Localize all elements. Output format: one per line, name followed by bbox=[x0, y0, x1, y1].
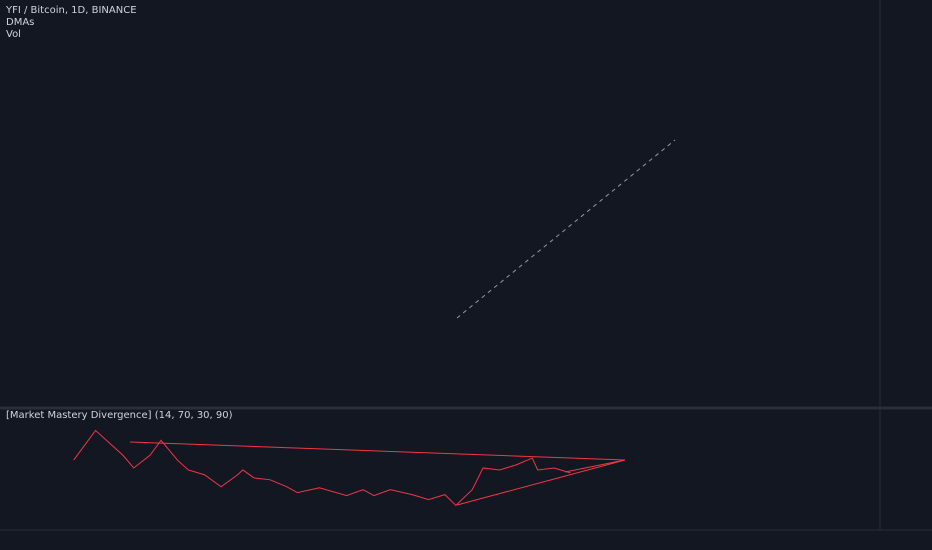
dma-legend: DMAs bbox=[6, 17, 34, 28]
oscillator-line bbox=[73, 429, 571, 507]
vol-legend: Vol bbox=[6, 29, 21, 40]
oscillator bbox=[73, 429, 571, 507]
trend-line bbox=[456, 139, 676, 319]
symbol-title: YFI / Bitcoin, 1D, BINANCE bbox=[5, 5, 137, 16]
divergence-line bbox=[456, 459, 626, 506]
divergence-line bbox=[129, 441, 626, 461]
indicator-title: [Market Mastery Divergence] (14, 70, 30,… bbox=[6, 410, 233, 421]
divergence-line bbox=[564, 459, 626, 473]
